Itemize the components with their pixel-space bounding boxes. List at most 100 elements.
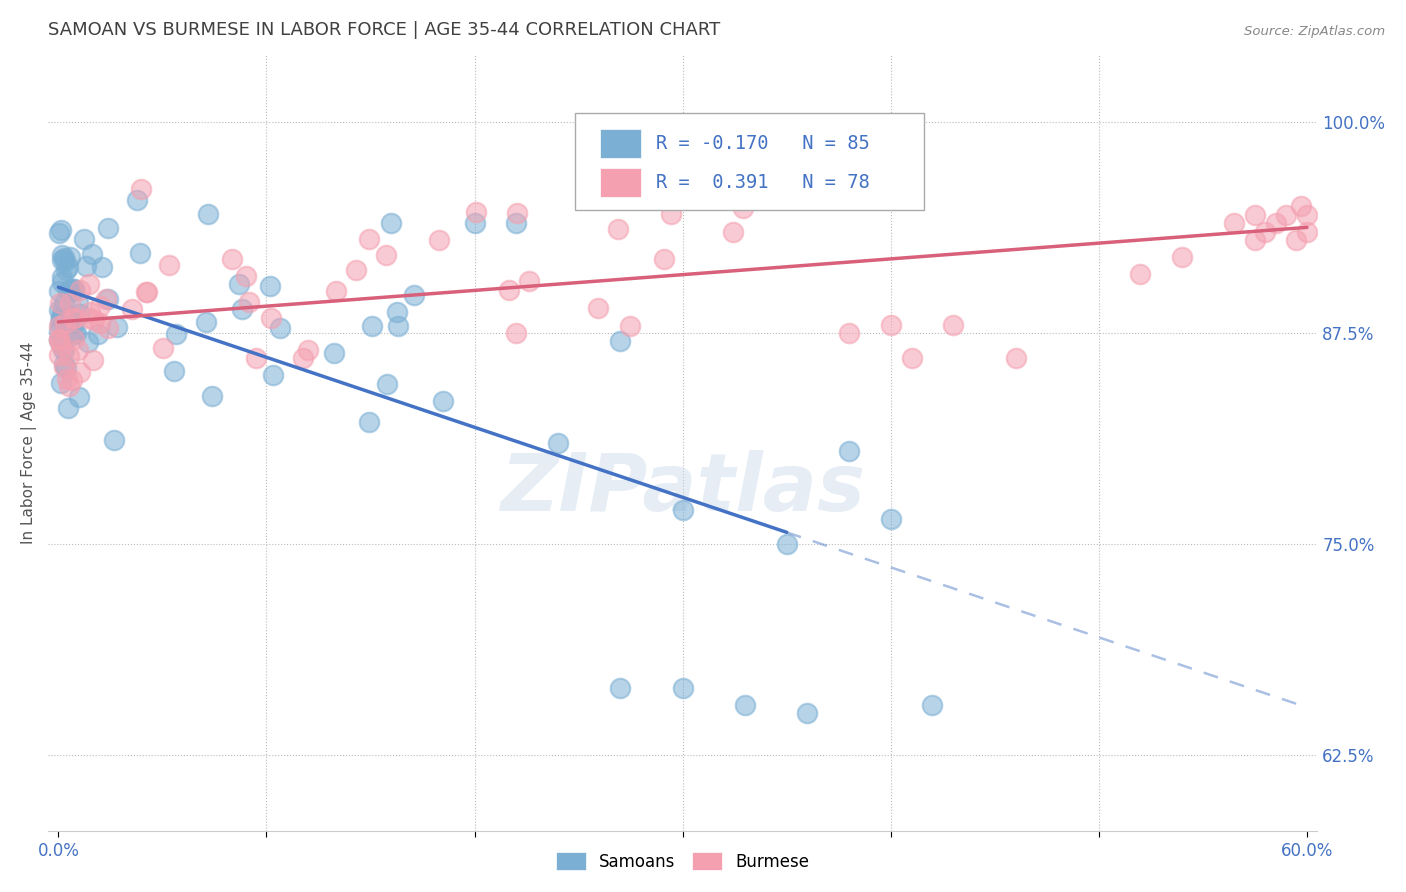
Point [606,222,628,236]
Point [591,182,613,196]
Point [69,365,91,379]
Point [197,206,219,220]
Point [63,325,86,339]
Point [65,326,87,340]
Point [51,223,73,237]
Point [51,337,73,351]
Point [1285,233,1308,247]
Point [49,338,72,352]
Point [1337,182,1360,196]
Point [51,376,73,390]
Point [838,444,860,458]
Point [51,253,73,268]
Point [221,252,243,266]
Point [53,357,76,371]
Point [505,326,527,340]
Point [75,259,97,273]
Point [60,327,83,342]
Point [53,252,76,266]
Point [80,247,103,261]
Point [66,296,89,310]
Point [325,284,347,298]
Point [259,279,281,293]
Point [942,318,965,332]
Point [125,193,148,207]
Point [260,311,283,326]
Point [1244,233,1267,247]
Point [51,248,73,262]
Point [380,216,402,230]
Point [361,319,384,334]
Point [547,435,569,450]
Point [194,314,217,328]
Point [344,262,367,277]
Point [357,415,380,429]
Text: SAMOAN VS BURMESE IN LABOR FORCE | AGE 35-44 CORRELATION CHART: SAMOAN VS BURMESE IN LABOR FORCE | AGE 3… [48,21,720,39]
Point [619,319,641,334]
Point [52,342,75,356]
Point [48,324,70,338]
Point [165,327,187,342]
Point [69,283,91,297]
Point [58,349,80,363]
Point [97,221,120,235]
Point [49,296,72,310]
Point [49,310,72,324]
Point [56,372,79,386]
Point [129,182,152,196]
Point [55,361,77,376]
Point [652,252,675,266]
Point [53,343,76,358]
Point [94,292,117,306]
Point [60,373,83,387]
Point [880,512,903,526]
Point [87,326,110,341]
Point [505,216,527,230]
Point [128,246,150,260]
Point [235,268,257,283]
Point [1275,208,1298,222]
Point [519,275,541,289]
Point [58,379,80,393]
Point [465,205,488,219]
Point [427,233,450,247]
Point [65,310,87,325]
Point [464,216,486,230]
Point [59,284,82,298]
Point [56,284,79,298]
Point [659,207,682,221]
Point [77,334,100,349]
Point [672,503,695,517]
Point [62,283,84,297]
Point [228,277,250,292]
Point [297,343,319,358]
Point [53,359,76,374]
Point [506,205,529,219]
Point [762,182,785,196]
Point [63,332,86,346]
Point [49,311,72,326]
Point [53,316,76,330]
Point [269,321,291,335]
Point [135,285,157,300]
Point [586,301,609,315]
FancyBboxPatch shape [575,112,924,210]
Point [1171,250,1194,264]
Text: R =  0.391   N = 78: R = 0.391 N = 78 [657,173,870,192]
Point [323,346,346,360]
Point [432,393,454,408]
Point [69,307,91,321]
Point [238,295,260,310]
Point [83,312,105,326]
Point [1296,225,1319,239]
Point [1223,216,1246,230]
Point [53,254,76,268]
Point [357,232,380,246]
Point [1129,267,1152,281]
Point [82,353,104,368]
Point [67,343,90,358]
Bar [600,128,641,159]
Point [157,258,180,272]
Point [135,285,157,299]
Bar [600,168,641,197]
